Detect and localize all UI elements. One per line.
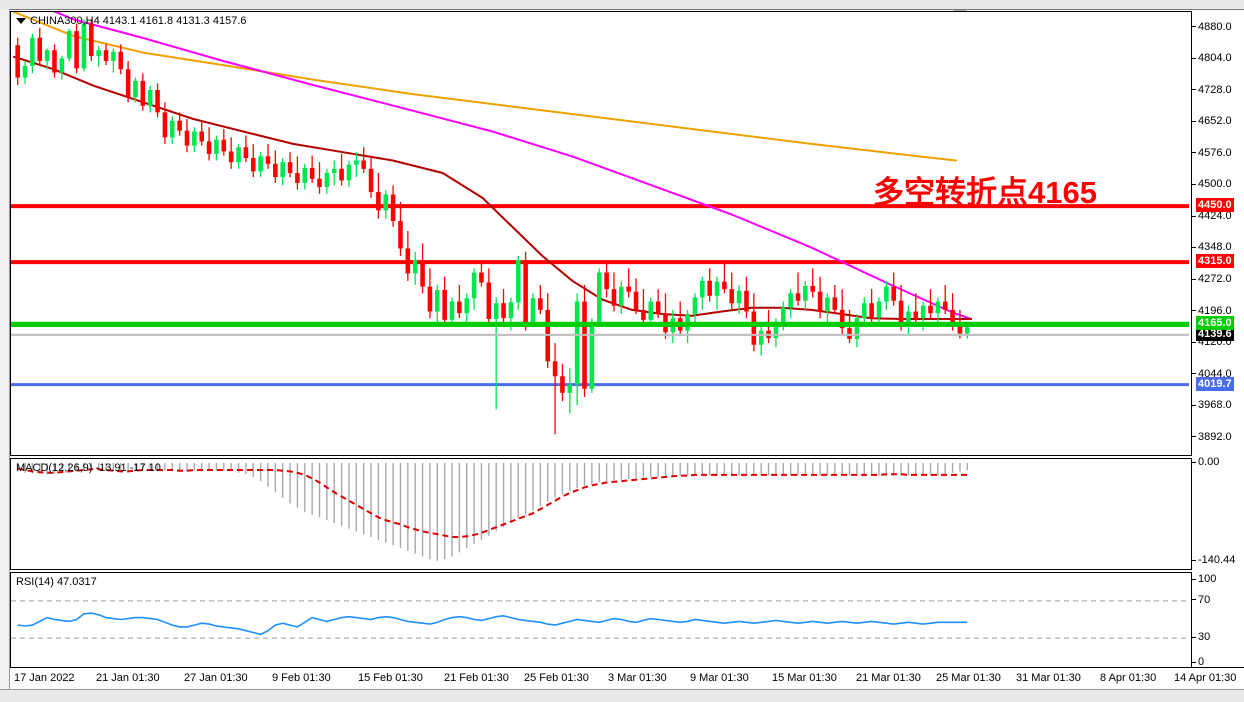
price-tick-label: 4424.0 [1198, 209, 1232, 222]
time-axis-label: 15 Feb 01:30 [358, 672, 423, 684]
rsi-canvas [11, 600, 1189, 639]
price-tick-label: 4652.0 [1198, 115, 1232, 128]
macd-tick-label: -140.44 [1198, 554, 1236, 566]
rsi-tick-label: 0 [1198, 656, 1205, 668]
price-tick-label: 4348.0 [1198, 241, 1232, 254]
triangle-down-icon[interactable] [16, 18, 26, 25]
price-tick-label: 4272.0 [1198, 273, 1232, 285]
macd-pane[interactable]: MACD(12,26,9) -13.91 -17.10 [10, 458, 1192, 570]
price-tick-label: 4728.0 [1198, 83, 1232, 96]
price-tick-label: 4880.0 [1198, 20, 1232, 33]
macd-axis-tick: -140.44 [1192, 554, 1235, 566]
price-level-badge[interactable]: 4019.7 [1196, 376, 1234, 391]
symbol-header: CHINA300,H4 4143.1 4161.8 4131.3 4157.6 [16, 15, 247, 27]
price-axis-tick: 4196.0 [1192, 305, 1232, 317]
time-axis-label: 3 Mar 01:30 [608, 672, 667, 684]
price-level-badge[interactable]: 4139.6 [1196, 326, 1234, 341]
ma-fast-line [13, 55, 972, 320]
ma-mid-line [53, 12, 972, 320]
time-axis-label: 21 Mar 01:30 [856, 672, 921, 684]
time-axis-label: 21 Jan 01:30 [96, 672, 160, 684]
price-level-badge[interactable]: 4315.0 [1196, 254, 1234, 269]
price-axis-tick: 4424.0 [1192, 210, 1232, 222]
time-axis-label: 14 Apr 01:30 [1174, 672, 1237, 684]
price-tick-label: 4576.0 [1198, 146, 1232, 159]
time-axis-label: 17 Jan 2022 [14, 672, 75, 684]
macd-axis[interactable]: 0.00 -140.44 [1191, 456, 1244, 568]
price-level-badge[interactable]: 4450.0 [1196, 198, 1234, 213]
price-tick-label: 4196.0 [1198, 304, 1232, 317]
price-axis-tick: 4652.0 [1192, 115, 1232, 127]
window-bottom-strip [0, 689, 1244, 702]
price-tick-label: 3968.0 [1198, 399, 1232, 412]
price-axis-tick: 4728.0 [1192, 84, 1232, 96]
price-axis-tick: 4576.0 [1192, 147, 1232, 159]
time-axis-label: 21 Feb 01:30 [444, 672, 509, 684]
rsi-axis-tick: 70 [1192, 594, 1210, 606]
rsi-tick-label: 70 [1198, 593, 1211, 606]
left-toolbar-rail[interactable] [0, 9, 10, 693]
price-axis-tick: 4272.0 [1192, 273, 1232, 285]
price-chart-canvas [11, 12, 1189, 435]
window-top-strip [0, 0, 1244, 10]
price-axis-tick: 3968.0 [1192, 399, 1232, 411]
price-axis-tick: 4880.0 [1192, 21, 1232, 33]
price-axis-tick: 4804.0 [1192, 52, 1232, 64]
time-axis-label: 9 Feb 01:30 [272, 672, 331, 684]
candlestick-series [15, 19, 970, 435]
price-tick-label: 4044.0 [1198, 367, 1232, 380]
rsi-axis[interactable]: 100 70 30 0 [1191, 572, 1244, 668]
time-axis-label: 31 Mar 01:30 [1016, 672, 1081, 684]
rsi-axis-tick: 0 [1192, 656, 1204, 668]
macd-label: MACD(12,26,9) -13.91 -17.10 [16, 462, 161, 474]
macd-signal-line [17, 467, 968, 538]
time-axis-label: 8 Apr 01:30 [1100, 672, 1157, 684]
symbol-header-text: CHINA300,H4 4143.1 4161.8 4131.3 4157.6 [30, 15, 247, 27]
price-tick-label: 4804.0 [1198, 52, 1232, 65]
rsi-tick-label: 30 [1198, 631, 1211, 644]
rsi-pane[interactable]: RSI(14) 47.0317 [10, 572, 1192, 669]
rsi-axis-tick: 30 [1192, 631, 1210, 643]
rsi-axis-tick: 100 [1192, 573, 1216, 585]
time-axis-label: 25 Feb 01:30 [524, 672, 589, 684]
time-axis-label: 9 Mar 01:30 [690, 672, 749, 684]
price-annotation: 多空转折点4165 [873, 175, 1097, 210]
rsi-tick-label: 100 [1198, 573, 1217, 585]
time-axis-label: 15 Mar 01:30 [772, 672, 837, 684]
time-axis-label: 27 Jan 01:30 [184, 672, 248, 684]
price-tick-label: 3892.0 [1198, 430, 1232, 443]
price-axis-tick: 4348.0 [1192, 241, 1232, 253]
rsi-label: RSI(14) 47.0317 [16, 576, 97, 588]
price-chart-pane[interactable]: CHINA300,H4 4143.1 4161.8 4131.3 4157.6 … [10, 11, 1192, 456]
macd-histogram [16, 463, 969, 561]
rsi-line [17, 612, 968, 636]
macd-tick-label: 0.00 [1198, 456, 1220, 468]
macd-axis-tick: 0.00 [1192, 456, 1219, 468]
price-level-badge[interactable]: 4165.0 [1196, 316, 1234, 331]
price-axis-tick: 3892.0 [1192, 431, 1232, 443]
macd-canvas [16, 463, 969, 561]
time-axis[interactable]: 17 Jan 2022 21 Jan 01:30 27 Jan 01:30 9 Feb… [10, 667, 1244, 690]
ma-slow-line [13, 12, 957, 162]
price-axis-tick: 4500.0 [1192, 178, 1232, 190]
price-tick-label: 4500.0 [1198, 178, 1232, 191]
price-axis-tick: 4044.0 [1192, 368, 1232, 380]
time-axis-label: 25 Mar 01:30 [936, 672, 1001, 684]
price-axis[interactable]: 4880.0 4804.0 4728.0 4652.0 4576.0 4500.0 4424… [1191, 11, 1244, 454]
